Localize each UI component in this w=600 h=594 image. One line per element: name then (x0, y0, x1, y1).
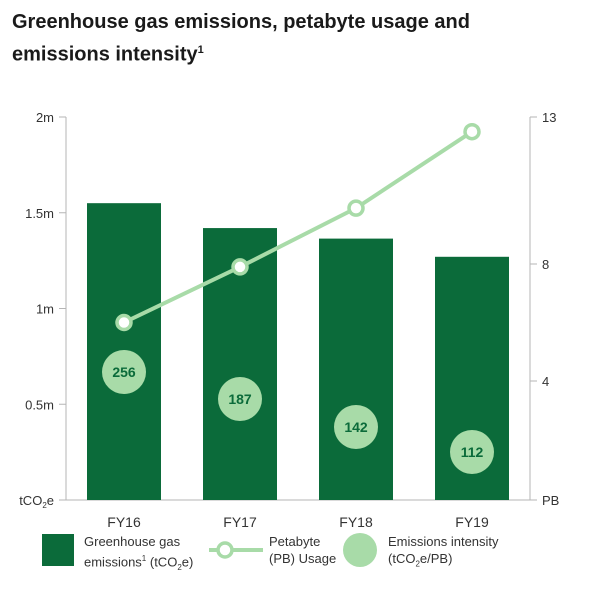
right-tick-label: 4 (542, 374, 549, 389)
legend-emissions-line1: Greenhouse gas (84, 534, 181, 549)
right-tick-label: PB (542, 493, 559, 508)
legend-petabyte-line2: (PB) Usage (269, 551, 337, 566)
legend-intensity-line2b: e/PB) (419, 551, 453, 566)
legend-intensity-line1: Emissions intensity (388, 534, 499, 549)
legend-intensity-sub: 2 (415, 559, 420, 569)
legend-intensity-swatch (343, 533, 377, 567)
right-tick-label: 13 (542, 110, 556, 125)
legend: Greenhouse gas emissions1 (tCO2e) Petaby… (0, 528, 600, 588)
intensity-circle (450, 430, 494, 474)
x-tick-label: FY19 (455, 514, 489, 530)
legend-emissions-sup: 1 (141, 554, 147, 563)
left-tick-label: tCO2e (19, 493, 54, 510)
legend-intensity-label: Emissions intensity (tCO2e/PB) (388, 533, 499, 573)
petabyte-point (463, 122, 481, 141)
intensity-label: 142 (344, 419, 368, 435)
chart-title: Greenhouse gas emissions, petabyte usage… (12, 8, 572, 69)
bar-emissions (319, 238, 393, 501)
petabyte-point (347, 199, 365, 217)
petabyte-line (123, 130, 474, 325)
chart-svg: tCO2e 0.5m 1m 1.5m 2m PB 4 8 13 FY16 FY17 FY18 FY19 2… (19, 110, 559, 530)
intensity-label: 256 (112, 364, 136, 380)
intensity-label: 187 (228, 391, 252, 407)
legend-petabyte-label: Petabyte (PB) Usage (269, 533, 336, 567)
left-tick-label: 1.5m (25, 206, 54, 221)
legend-emissions-sub: 2 (177, 562, 182, 572)
intensity-circle (334, 405, 378, 449)
legend-emissions-line2b: (tCO (146, 554, 178, 570)
intensity-circle (102, 350, 146, 394)
left-tick-label: 2m (36, 110, 54, 125)
legend-emissions-label: Greenhouse gas emissions1 (tCO2e) (84, 533, 193, 576)
intensity-circle (218, 377, 262, 421)
x-tick-label: FY17 (223, 514, 257, 530)
legend-intensity-line2a: (tCO (388, 551, 416, 566)
petabyte-point (231, 258, 249, 276)
legend-emissions-line2c: e) (181, 554, 194, 570)
legend-emissions-line2a: emissions (84, 554, 142, 570)
legend-petabyte-swatch (209, 541, 263, 559)
legend-petabyte-line1: Petabyte (269, 534, 321, 549)
left-tick-label: 1m (36, 302, 54, 317)
legend-emissions-swatch (42, 534, 74, 566)
x-tick-label: FY16 (107, 514, 141, 530)
x-tick-label: FY18 (339, 514, 373, 530)
intensity-label: 112 (461, 444, 484, 460)
left-tick-label: 0.5m (25, 397, 54, 412)
title-footnote: 1 (197, 44, 204, 56)
chart-title-text: Greenhouse gas emissions, petabyte usage… (12, 11, 470, 66)
petabyte-point (115, 313, 133, 332)
right-tick-label: 8 (542, 257, 549, 272)
